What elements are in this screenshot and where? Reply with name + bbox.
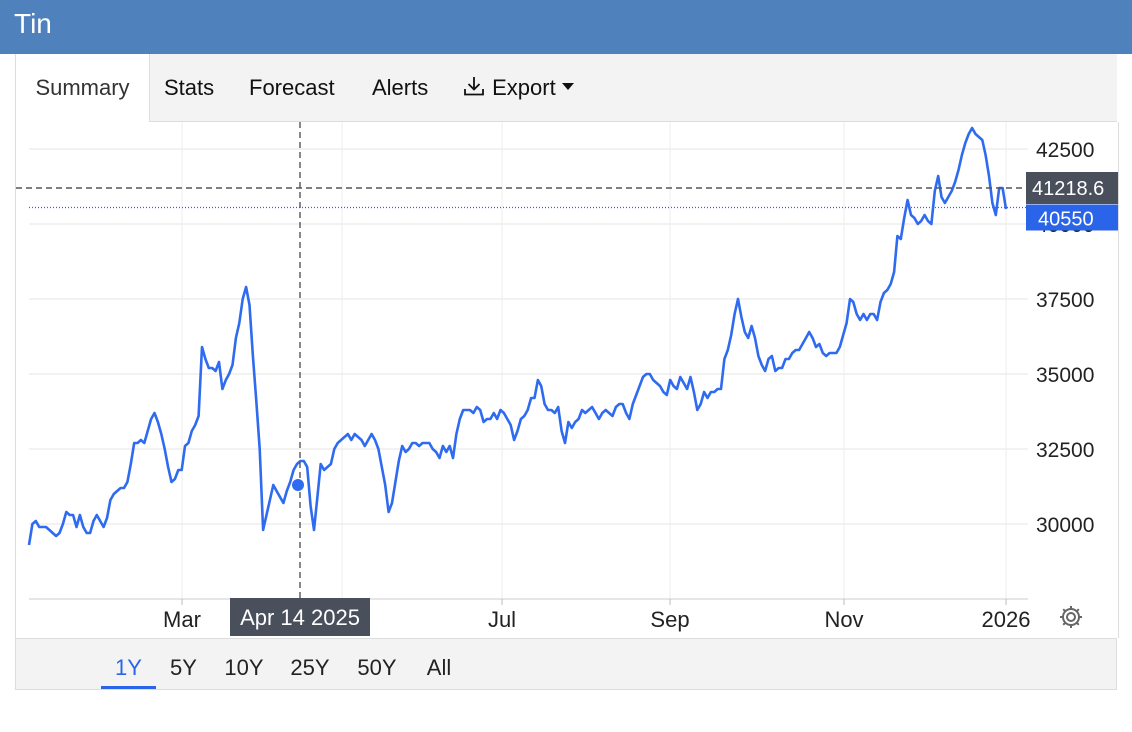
y-tick-label: 42500 bbox=[1036, 139, 1094, 162]
tab-alerts[interactable]: Alerts bbox=[372, 54, 428, 121]
crosshair-value-rect bbox=[1026, 172, 1118, 204]
x-axis: Mar Jul Sep Nov 2026 bbox=[29, 598, 1031, 632]
title-bar: Tin bbox=[0, 0, 1132, 54]
range-10y[interactable]: 10Y bbox=[219, 639, 269, 689]
tab-stats[interactable]: Stats bbox=[164, 54, 214, 121]
y-tick-label: 30000 bbox=[1036, 514, 1094, 537]
y-tick-label: 32500 bbox=[1036, 439, 1094, 462]
range-5y[interactable]: 5Y bbox=[161, 639, 206, 689]
tab-bar: Summary Stats Forecast Alerts Export bbox=[15, 54, 1117, 122]
y-tick-label: 37500 bbox=[1036, 289, 1094, 312]
range-1y-label: 1Y bbox=[115, 655, 142, 680]
range-50y[interactable]: 50Y bbox=[351, 639, 403, 689]
y-axis: 300003250035000375004000042500 bbox=[1036, 139, 1094, 537]
range-25y[interactable]: 25Y bbox=[284, 639, 336, 689]
tab-stats-label: Stats bbox=[164, 75, 215, 100]
gear-icon[interactable] bbox=[1058, 604, 1084, 630]
x-tick-label: 2026 bbox=[982, 607, 1031, 632]
range-5y-label: 5Y bbox=[170, 655, 197, 680]
export-label: Export bbox=[492, 75, 556, 100]
x-tick-label: Jul bbox=[488, 607, 516, 632]
tab-alerts-label: Alerts bbox=[372, 75, 429, 100]
crosshair-point bbox=[292, 479, 304, 491]
last-price-tag: 40550 bbox=[1026, 204, 1118, 231]
last-price-label: 40550 bbox=[1038, 209, 1094, 231]
range-25y-label: 25Y bbox=[290, 655, 330, 680]
x-tick-label: Nov bbox=[824, 607, 863, 632]
tab-summary[interactable]: Summary bbox=[15, 54, 150, 122]
y-tick-label: 35000 bbox=[1036, 364, 1094, 387]
range-50y-label: 50Y bbox=[357, 655, 397, 680]
tab-forecast[interactable]: Forecast bbox=[249, 54, 335, 121]
grid-lines bbox=[29, 122, 1028, 599]
range-1y[interactable]: 1Y bbox=[101, 639, 156, 689]
range-10y-label: 10Y bbox=[224, 655, 264, 680]
range-selector: 1Y 5Y 10Y 25Y 50Y All bbox=[15, 638, 1117, 690]
series-line bbox=[27, 126, 1008, 546]
download-icon bbox=[464, 77, 484, 96]
range-all-label: All bbox=[426, 655, 452, 680]
range-all[interactable]: All bbox=[420, 639, 458, 689]
page-title: Tin bbox=[14, 8, 52, 39]
x-tick-label: Sep bbox=[650, 607, 689, 632]
x-tick-label: Mar bbox=[163, 607, 201, 632]
crosshair-value-tag: 41218.6 bbox=[1026, 172, 1118, 204]
crosshair-date-label: Apr 14 2025 bbox=[240, 605, 360, 630]
crosshair-date-tag: Apr 14 2025 bbox=[230, 598, 370, 636]
crosshair-value-label: 41218.6 bbox=[1032, 178, 1104, 200]
tab-summary-label: Summary bbox=[35, 75, 130, 100]
crosshair bbox=[16, 122, 1026, 600]
chevron-down-icon bbox=[561, 82, 574, 90]
last-price-rect bbox=[1026, 204, 1118, 231]
export-button[interactable]: Export bbox=[462, 54, 574, 121]
crosshair-date-rect bbox=[230, 598, 370, 636]
tab-forecast-label: Forecast bbox=[249, 75, 335, 100]
